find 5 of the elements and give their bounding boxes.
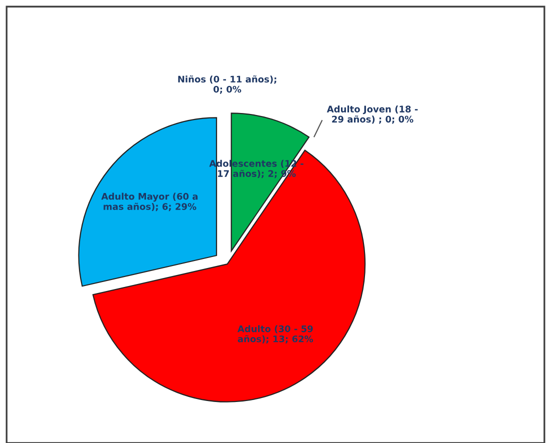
category-label: Adulto Joven (18 - 29 años) ; 0; 0% [326,105,418,124]
category-label: Niños (0 - 11 años); [178,75,276,84]
slice-label: Adulto (30 - 59 años); 13; 62% [237,325,314,344]
slice-label: Adulto Mayor (60 a mas años); 6; 29% [101,192,198,212]
text: 0; 0% [214,86,242,94]
